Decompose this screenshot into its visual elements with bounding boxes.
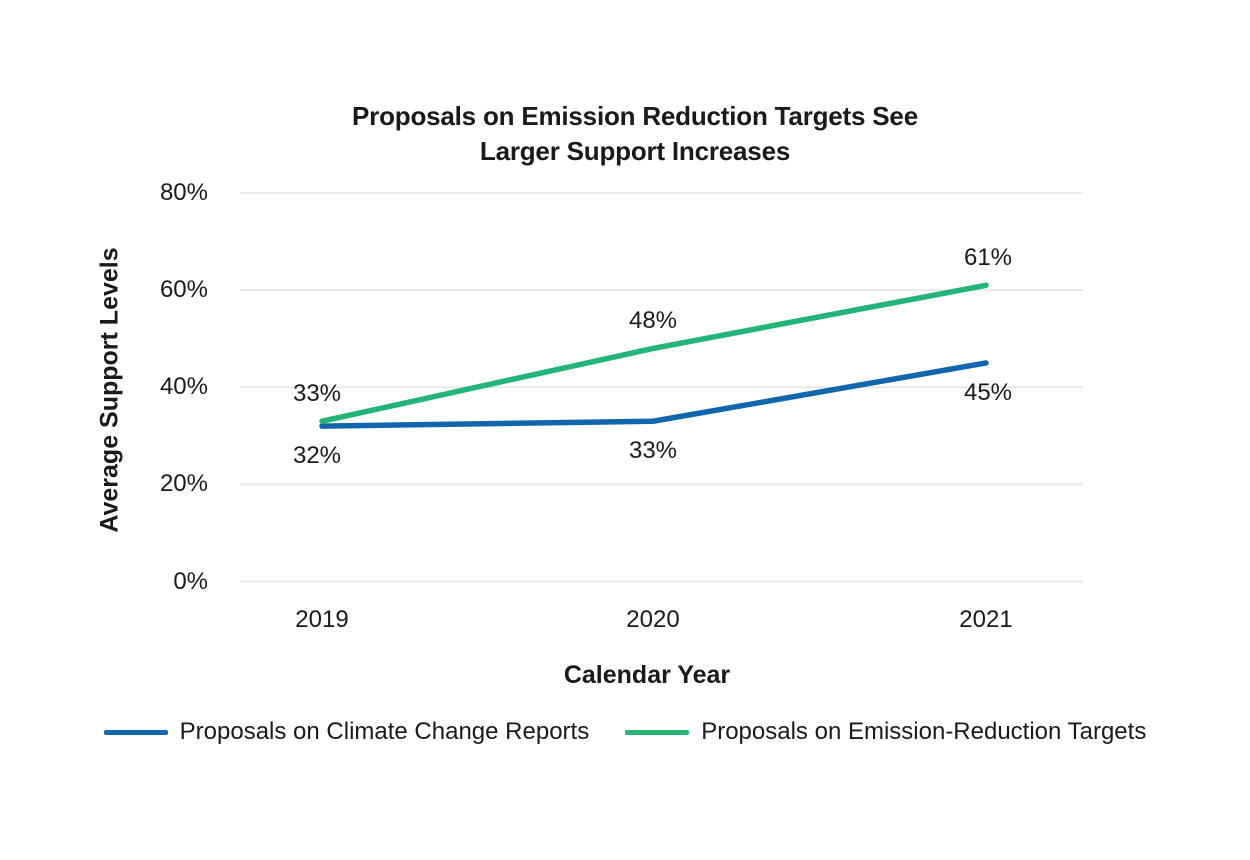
series-line-0 [319, 360, 989, 429]
data-label: 32% [292, 442, 342, 470]
legend-item-climate-change-reports: Proposals on Climate Change Reports [103, 716, 590, 748]
series-line-1 [319, 282, 989, 424]
data-label: 61% [963, 244, 1013, 272]
data-label: 33% [628, 437, 678, 465]
y-tick-label: 80% [159, 179, 208, 206]
y-axis-title: Average Support Levels [95, 247, 124, 533]
chart-title-line-2: Larger Support Increases [479, 136, 791, 166]
data-label: 48% [628, 307, 678, 335]
legend-line-swatch-blue-icon [103, 729, 168, 735]
legend-label: Proposals on Emission-Reduction Targets [701, 718, 1147, 745]
x-tick-label: 2020 [626, 606, 680, 633]
y-tick-label: 0% [173, 567, 208, 595]
legend-label: Proposals on Climate Change Reports [179, 718, 590, 745]
chart-title-line-1: Proposals on Emission Reduction Targets … [352, 101, 918, 131]
data-label: 45% [963, 378, 1013, 406]
y-tick-label: 40% [159, 373, 208, 401]
x-axis-title: Calendar Year [563, 661, 731, 689]
legend: Proposals on Climate Change Reports Prop… [0, 716, 1250, 748]
legend-line-swatch-green-icon [625, 729, 690, 735]
x-tick-label: 2021 [959, 606, 1013, 633]
y-tick-label: 20% [159, 470, 208, 498]
x-tick-label: 2019 [295, 606, 349, 633]
legend-item-emission-reduction-targets: Proposals on Emission-Reduction Targets [625, 716, 1146, 748]
y-tick-label: 60% [159, 276, 208, 304]
data-label: 33% [292, 380, 342, 408]
chart-title: Proposals on Emission Reduction Targets … [0, 99, 1250, 169]
